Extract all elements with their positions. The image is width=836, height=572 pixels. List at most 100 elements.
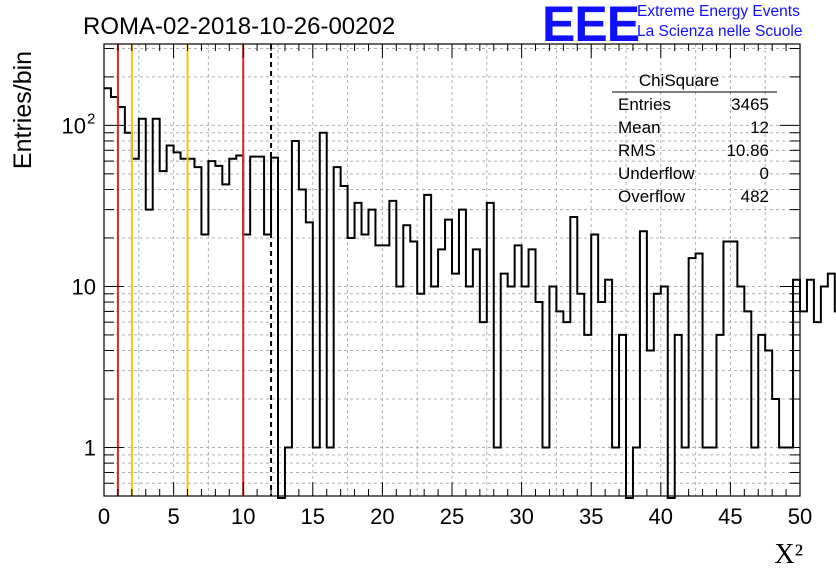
histogram-bar [334, 167, 341, 496]
histogram-bar [167, 145, 174, 496]
histogram-outline [104, 87, 836, 499]
histogram-bar [320, 133, 327, 496]
histogram-bar [654, 294, 661, 496]
histogram-bar [737, 286, 744, 496]
histogram-bar [236, 156, 243, 496]
histogram-bar [194, 167, 201, 496]
histogram-bar [591, 235, 598, 496]
stats-row-label: Overflow [618, 187, 686, 206]
y-tick-label: 1 [84, 436, 96, 461]
x-tick-label: 45 [718, 504, 742, 529]
histogram-bar [257, 157, 264, 496]
x-axis-ticks: 0 5 10 15 20 25 30 35 40 45 50 [98, 44, 812, 529]
histogram-bar [508, 286, 515, 496]
histogram-bar [556, 311, 563, 496]
histogram-bar [563, 322, 570, 496]
histogram-bar [208, 161, 215, 496]
x-tick-label: 25 [440, 504, 464, 529]
histogram-bar [292, 141, 299, 496]
stats-row-label: RMS [618, 141, 656, 160]
histogram-bar [174, 152, 181, 496]
histogram-bar [466, 286, 473, 496]
histogram-bar [104, 88, 111, 496]
x-tick-label: 10 [231, 504, 255, 529]
histogram-bar [584, 335, 591, 496]
histogram-bar [299, 189, 306, 496]
y-tick-label: 10 [62, 113, 86, 138]
x-axis-label: X² [774, 539, 803, 570]
histogram-bars [104, 87, 836, 499]
histogram-bar [821, 286, 828, 496]
stats-title: ChiSquare [639, 71, 719, 90]
x-tick-label: 20 [370, 504, 394, 529]
histogram-bar [410, 242, 417, 496]
histogram-bar [459, 210, 466, 496]
histogram-bar [417, 294, 424, 496]
chart-title: ROMA-02-2018-10-26-00202 [83, 13, 395, 40]
reference-lines [116, 44, 273, 496]
histogram-bar [146, 210, 153, 496]
histogram-bar [153, 119, 160, 496]
histogram-bar [243, 235, 250, 496]
histogram-bar [522, 286, 529, 496]
stats-row-label: Mean [618, 118, 661, 137]
logo-line-1: Extreme Energy Events [637, 3, 800, 20]
histogram-bar [716, 335, 723, 496]
stats-row-value: 12 [750, 118, 769, 137]
x-tick-label: 15 [301, 504, 325, 529]
eee-logo: EEE [542, 0, 640, 49]
histogram-bar [675, 335, 682, 496]
histogram-bar [355, 203, 362, 496]
histogram-bar [828, 274, 835, 496]
histogram-bar [570, 217, 577, 496]
stats-row-label: Underflow [618, 164, 695, 183]
x-tick-label: 35 [579, 504, 603, 529]
histogram-bar [765, 351, 772, 496]
histogram-bar [661, 286, 668, 496]
x-tick-label: 30 [509, 504, 533, 529]
histogram-bar [696, 254, 703, 496]
y-axis-label: Entries/bin [9, 51, 37, 169]
histogram-bar [640, 231, 647, 496]
histogram-bar [647, 351, 654, 496]
histogram-bar [800, 311, 807, 496]
stats-row-label: Entries [618, 95, 671, 114]
histogram-bar [250, 157, 257, 496]
histogram-bar [577, 294, 584, 496]
histogram-bar [744, 311, 751, 496]
histogram-bar [362, 235, 369, 496]
histogram-bar [480, 322, 487, 496]
histogram-bar [271, 158, 278, 496]
histogram-bar [431, 286, 438, 496]
stats-row-value: 10.86 [726, 141, 769, 160]
histogram-bar [368, 210, 375, 496]
histogram-bar [348, 238, 355, 496]
y-tick-label-exponent: 2 [87, 110, 95, 127]
histogram-bar [139, 119, 146, 496]
histogram-bar [215, 166, 222, 496]
stats-row-value: 482 [741, 187, 769, 206]
histogram-bar [487, 203, 494, 496]
stats-box: ChiSquare Entries 3465 Mean 12 RMS 10.86 Under… [612, 71, 777, 206]
stats-row-value: 0 [760, 164, 769, 183]
histogram-bar [396, 286, 403, 496]
histogram-bar [807, 280, 814, 496]
eee-logo-text: EEE [542, 0, 640, 52]
histogram-bar [619, 335, 626, 496]
logo-line-2: La Scienza nelle Scuole [637, 23, 803, 40]
stats-row-value: 3465 [731, 95, 769, 114]
y-tick-label: 10 [72, 274, 96, 299]
histogram-bar [758, 335, 765, 496]
histogram-bar [814, 322, 821, 496]
histogram-bar [723, 242, 730, 496]
histogram-bar [424, 195, 431, 496]
histogram-bar [264, 235, 271, 496]
histogram-bar [341, 186, 348, 496]
histogram-bar [730, 242, 737, 496]
x-tick-label: 40 [649, 504, 673, 529]
x-tick-label: 50 [788, 504, 812, 529]
histogram-bar [125, 133, 132, 496]
histogram-bar [389, 201, 396, 496]
